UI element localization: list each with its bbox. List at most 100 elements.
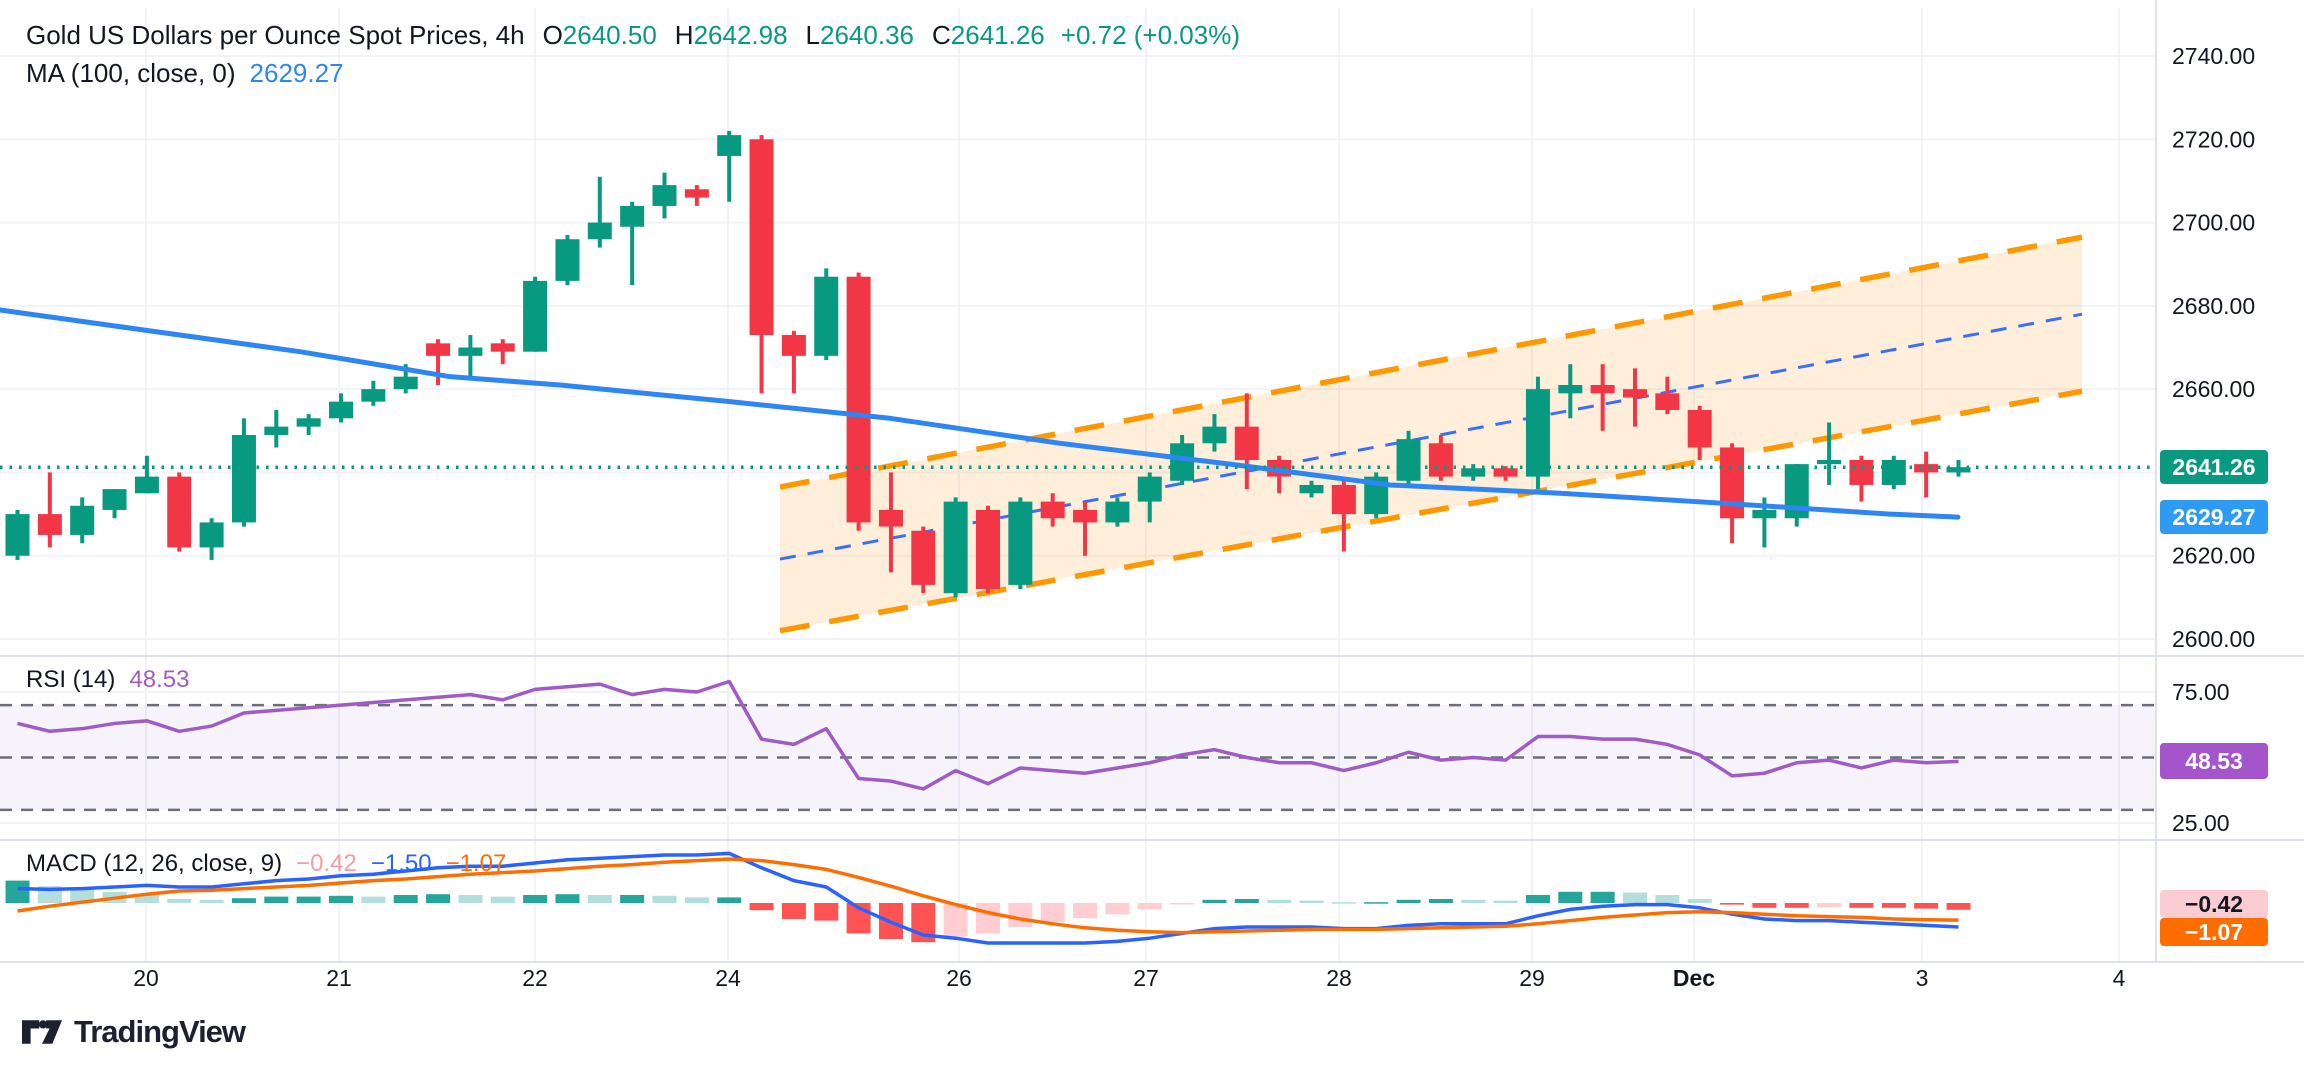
candle-wick — [1341, 480, 1346, 552]
candle[interactable] — [329, 401, 353, 419]
ma100-line[interactable] — [0, 307, 1961, 520]
time-axis[interactable]: 20 21 22 24 26 27 28 29 Dec 3 4 — [133, 965, 2125, 991]
channel-lower-line[interactable] — [779, 388, 2083, 634]
legend-row-symbol: Gold US Dollars per Ounce Spot Prices, 4… — [26, 16, 1240, 54]
candle[interactable] — [1881, 459, 1906, 485]
candle[interactable] — [1428, 443, 1453, 477]
time-label: 27 — [1133, 965, 1159, 991]
rsi-pane-legend: RSI (14) 48.53 — [26, 666, 189, 694]
candle[interactable] — [814, 276, 839, 356]
ma-indicator-label[interactable]: MA (100, close, 0) — [26, 58, 236, 88]
macd-label[interactable]: MACD (12, 26, close, 9) — [26, 850, 283, 877]
candle[interactable] — [1008, 501, 1033, 585]
candle[interactable] — [1946, 467, 1971, 473]
candle[interactable] — [717, 135, 742, 156]
macd-line[interactable] — [17, 851, 1959, 945]
macd-histogram-bar — [199, 899, 224, 903]
ma-price-badge: 2629.27 — [2160, 500, 2268, 535]
candle[interactable] — [943, 501, 968, 594]
candle[interactable] — [1752, 509, 1777, 519]
symbol-title[interactable]: Gold US Dollars per Ounce Spot Prices, 4… — [26, 20, 525, 50]
candle[interactable] — [749, 139, 774, 336]
candle[interactable] — [1299, 484, 1324, 494]
candle[interactable] — [1525, 389, 1550, 477]
candle[interactable] — [199, 522, 224, 548]
candle[interactable] — [1817, 459, 1842, 465]
candle[interactable] — [523, 280, 548, 352]
candle[interactable] — [5, 514, 30, 556]
macd-histogram-bar — [620, 895, 645, 903]
candle[interactable] — [426, 343, 451, 356]
candle[interactable] — [490, 343, 515, 352]
candle[interactable] — [102, 489, 127, 510]
macd-line-value: −1.50 — [370, 850, 432, 877]
candle[interactable] — [296, 418, 321, 427]
candle[interactable] — [1914, 464, 1939, 473]
candle[interactable] — [264, 426, 289, 435]
candle[interactable] — [1331, 484, 1356, 515]
macd-signal-line[interactable] — [17, 857, 1959, 935]
candle[interactable] — [167, 476, 192, 548]
candle[interactable] — [1073, 509, 1098, 523]
change-value: +0.72 (+0.03%) — [1060, 20, 1240, 50]
macd-histogram-bar — [943, 903, 968, 937]
rsi-line[interactable] — [17, 679, 1959, 791]
candle[interactable] — [846, 276, 871, 523]
channel-center-line[interactable] — [779, 312, 2083, 561]
candle[interactable] — [231, 434, 256, 523]
last-price-badge: 2641.26 — [2160, 450, 2268, 485]
candle[interactable] — [652, 185, 677, 206]
macd-histogram-bar — [490, 896, 515, 903]
macd-histogram-bar — [1073, 903, 1098, 919]
candle[interactable] — [1558, 384, 1583, 394]
rsi-label[interactable]: RSI (14) — [26, 666, 116, 693]
candle[interactable] — [1396, 439, 1421, 481]
candle[interactable] — [1655, 393, 1680, 410]
candle[interactable] — [1170, 443, 1195, 481]
candle-wick — [791, 330, 796, 394]
candle[interactable] — [1623, 389, 1647, 398]
candle[interactable] — [1590, 384, 1615, 394]
regression-channel[interactable] — [779, 234, 2083, 634]
candle[interactable] — [458, 347, 483, 356]
candle[interactable] — [1687, 409, 1712, 448]
candle[interactable] — [1720, 447, 1745, 519]
candle[interactable] — [1202, 426, 1227, 444]
macd-histogram-bar — [1299, 900, 1324, 903]
candle[interactable] — [1849, 459, 1874, 485]
candle[interactable] — [1137, 476, 1162, 502]
time-label: 21 — [326, 965, 352, 991]
macd-hist-badge: −0.42 — [2160, 890, 2268, 918]
macd-histogram-bar — [264, 896, 289, 903]
candle[interactable] — [555, 239, 580, 281]
candle[interactable] — [684, 189, 709, 198]
candle[interactable] — [134, 476, 159, 494]
price-axis[interactable]: 2740.00 2720.00 2700.00 2680.00 2660.00 2620.… — [2172, 43, 2255, 836]
candle[interactable] — [37, 514, 62, 535]
macd-histogram-bar — [1428, 899, 1453, 903]
tradingview-logo[interactable]: TradingView — [22, 1014, 246, 1050]
candle[interactable] — [1493, 468, 1518, 477]
candle[interactable] — [1461, 468, 1486, 477]
channel-upper-line[interactable] — [779, 234, 2083, 490]
macd-histogram-bar — [814, 903, 839, 921]
candle[interactable] — [1105, 501, 1130, 523]
candle[interactable] — [911, 530, 936, 585]
candle[interactable] — [878, 509, 903, 527]
candle[interactable] — [393, 376, 418, 390]
price-tick-label: 2700.00 — [2172, 210, 2255, 236]
candle[interactable] — [620, 205, 645, 227]
macd-histogram-bar — [587, 895, 612, 903]
rsi-value: 48.53 — [129, 666, 190, 693]
candle[interactable] — [1234, 426, 1259, 460]
candle[interactable] — [587, 222, 612, 240]
candle[interactable] — [976, 509, 1000, 590]
candle[interactable] — [781, 335, 806, 356]
candle[interactable] — [70, 505, 95, 535]
candle[interactable] — [1040, 501, 1065, 519]
candle[interactable] — [361, 389, 386, 402]
high-label: H — [674, 20, 694, 50]
high-value: 2642.98 — [693, 20, 788, 50]
rsi-value-badge: 48.53 — [2160, 743, 2268, 780]
